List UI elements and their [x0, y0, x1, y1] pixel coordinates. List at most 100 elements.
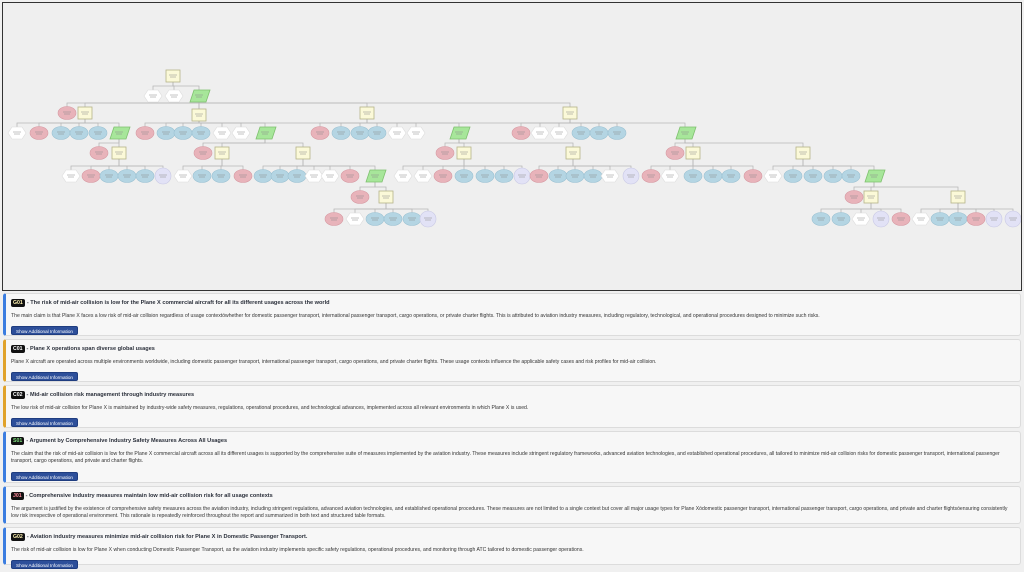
solution-node[interactable] — [253, 169, 273, 183]
strategy-node[interactable] — [365, 169, 387, 183]
context-node[interactable] — [530, 126, 550, 140]
solution-node[interactable] — [156, 126, 176, 140]
solution-node[interactable] — [831, 212, 851, 226]
assumption-node[interactable] — [29, 126, 49, 140]
solution-node[interactable] — [589, 126, 609, 140]
context-node[interactable] — [600, 169, 620, 183]
assumption-node[interactable] — [435, 146, 455, 160]
assumption-node[interactable] — [233, 169, 253, 183]
goal-node[interactable] — [359, 106, 375, 120]
goal-node[interactable] — [77, 106, 93, 120]
solution-node[interactable] — [402, 212, 422, 226]
undeveloped-node[interactable] — [622, 167, 640, 185]
solution-node[interactable] — [721, 169, 741, 183]
solution-node[interactable] — [683, 169, 703, 183]
show-additional-info-button[interactable]: Show Additional Information — [11, 471, 78, 481]
solution-node[interactable] — [191, 126, 211, 140]
solution-node[interactable] — [803, 169, 823, 183]
solution-node[interactable] — [783, 169, 803, 183]
strategy-node[interactable] — [675, 126, 697, 140]
goal-node[interactable] — [562, 106, 578, 120]
context-node[interactable] — [173, 169, 193, 183]
undeveloped-node[interactable] — [513, 167, 531, 185]
show-additional-info-button[interactable]: Show Additional Information — [11, 326, 78, 336]
goal-node[interactable] — [456, 146, 472, 160]
solution-node[interactable] — [548, 169, 568, 183]
solution-node[interactable] — [607, 126, 627, 140]
context-node[interactable] — [320, 169, 340, 183]
context-node[interactable] — [345, 212, 365, 226]
assumption-node[interactable] — [340, 169, 360, 183]
solution-node[interactable] — [173, 126, 193, 140]
goal-node[interactable] — [191, 108, 207, 122]
assumption-node[interactable] — [511, 126, 531, 140]
solution-node[interactable] — [350, 126, 370, 140]
context-node[interactable] — [143, 89, 163, 103]
context-node[interactable] — [413, 169, 433, 183]
context-node[interactable] — [164, 89, 184, 103]
solution-node[interactable] — [583, 169, 603, 183]
context-node[interactable] — [763, 169, 783, 183]
assumption-node[interactable] — [135, 126, 155, 140]
solution-node[interactable] — [475, 169, 495, 183]
gsn-diagram[interactable] — [3, 3, 1022, 291]
goal-node[interactable] — [795, 146, 811, 160]
strategy-node[interactable] — [109, 126, 131, 140]
context-node[interactable] — [387, 126, 407, 140]
context-node[interactable] — [911, 212, 931, 226]
show-additional-info-button[interactable]: Show Additional Information — [11, 560, 78, 570]
undeveloped-node[interactable] — [872, 210, 890, 228]
solution-node[interactable] — [494, 169, 514, 183]
solution-node[interactable] — [69, 126, 89, 140]
solution-node[interactable] — [192, 169, 212, 183]
assumption-node[interactable] — [89, 146, 109, 160]
context-node[interactable] — [406, 126, 426, 140]
goal-node[interactable] — [685, 146, 701, 160]
solution-node[interactable] — [117, 169, 137, 183]
goal-node[interactable] — [565, 146, 581, 160]
solution-node[interactable] — [565, 169, 585, 183]
solution-node[interactable] — [930, 212, 950, 226]
strategy-node-s01[interactable] — [189, 89, 211, 103]
goal-node[interactable] — [863, 190, 879, 204]
goal-node[interactable] — [214, 146, 230, 160]
solution-node[interactable] — [367, 126, 387, 140]
assumption-node[interactable] — [81, 169, 101, 183]
undeveloped-node[interactable] — [985, 210, 1003, 228]
solution-node[interactable] — [365, 212, 385, 226]
assumption-node[interactable] — [665, 146, 685, 160]
context-node[interactable] — [304, 169, 324, 183]
gsn-diagram-canvas[interactable] — [2, 2, 1022, 291]
assumption-node[interactable] — [310, 126, 330, 140]
context-node[interactable] — [393, 169, 413, 183]
goal-node[interactable] — [295, 146, 311, 160]
context-node[interactable] — [7, 126, 27, 140]
solution-node[interactable] — [99, 169, 119, 183]
solution-node[interactable] — [383, 212, 403, 226]
solution-node[interactable] — [703, 169, 723, 183]
assumption-node[interactable] — [193, 146, 213, 160]
strategy-node[interactable] — [255, 126, 277, 140]
context-node[interactable] — [212, 126, 232, 140]
assumption-node[interactable] — [966, 212, 986, 226]
solution-node[interactable] — [571, 126, 591, 140]
undeveloped-node[interactable] — [419, 210, 437, 228]
assumption-node[interactable] — [529, 169, 549, 183]
solution-node[interactable] — [51, 126, 71, 140]
goal-node-g01[interactable] — [165, 69, 181, 83]
assumption-node[interactable] — [641, 169, 661, 183]
solution-node[interactable] — [331, 126, 351, 140]
assumption-node[interactable] — [57, 106, 77, 120]
context-node[interactable] — [61, 169, 81, 183]
assumption-node[interactable] — [743, 169, 763, 183]
undeveloped-node[interactable] — [1004, 210, 1021, 228]
assumption-node[interactable] — [844, 190, 864, 204]
context-node[interactable] — [549, 126, 569, 140]
assumption-node[interactable] — [350, 190, 370, 204]
assumption-node[interactable] — [324, 212, 344, 226]
solution-node[interactable] — [270, 169, 290, 183]
solution-node[interactable] — [841, 169, 861, 183]
strategy-node[interactable] — [449, 126, 471, 140]
solution-node[interactable] — [948, 212, 968, 226]
assumption-node[interactable] — [433, 169, 453, 183]
